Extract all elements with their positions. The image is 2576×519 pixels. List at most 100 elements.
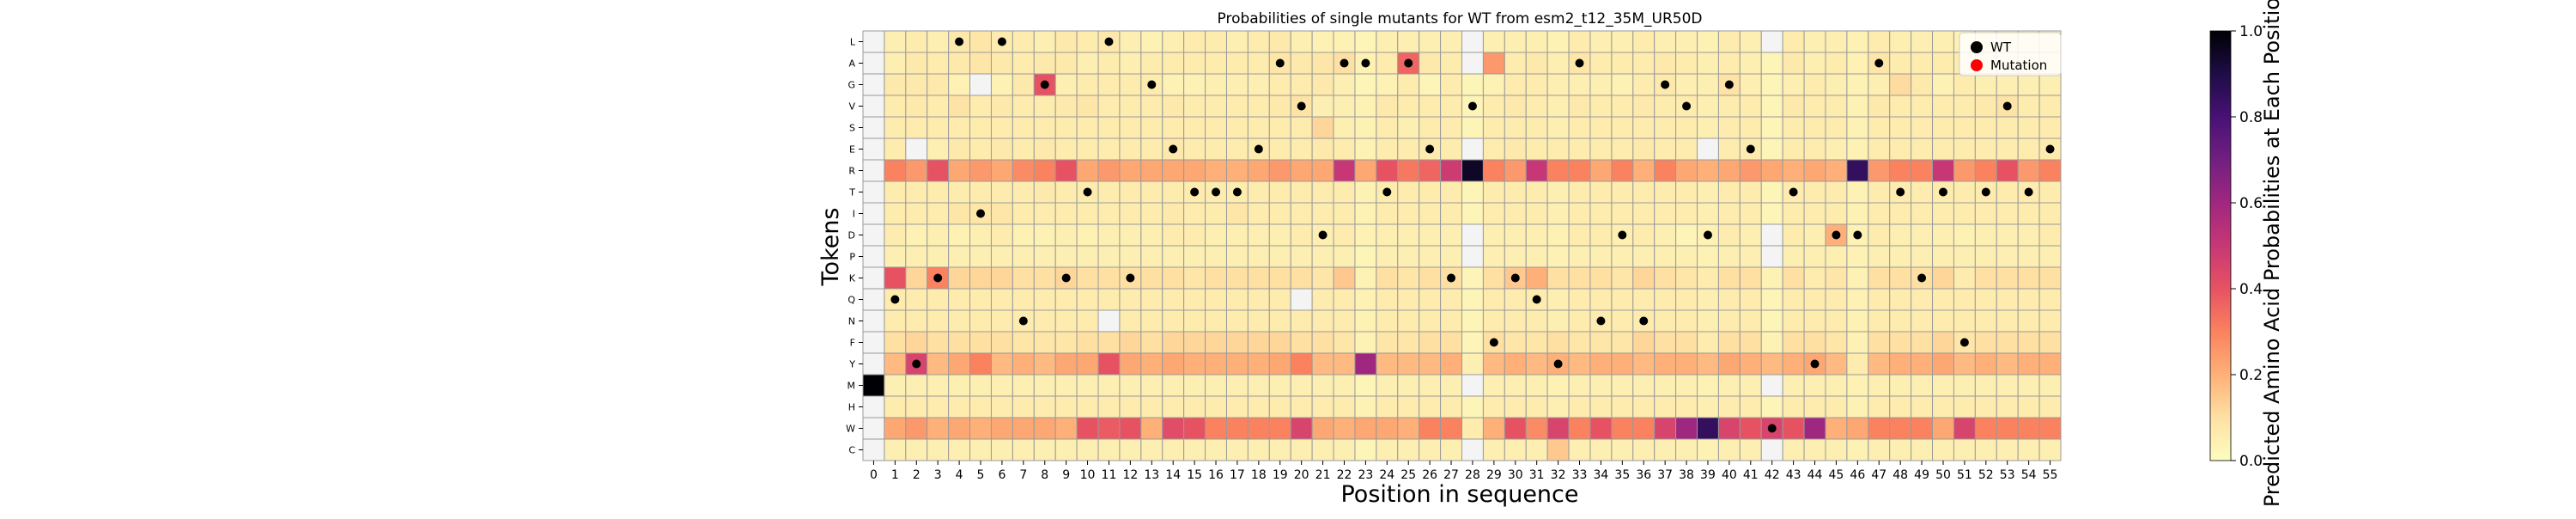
heatmap-cell <box>1932 417 1954 440</box>
heatmap-cell <box>1504 137 1527 161</box>
wt-marker <box>1169 144 1178 154</box>
heatmap-cell <box>948 116 971 139</box>
heatmap-cell <box>1119 180 1142 204</box>
heatmap-cell <box>1739 352 1762 376</box>
heatmap-cell <box>884 223 907 247</box>
legend: WT Mutation <box>1959 32 2062 76</box>
heatmap-cell <box>1419 159 1442 182</box>
heatmap-cell <box>1504 331 1527 354</box>
y-tick-label: Q <box>848 295 855 306</box>
heatmap-cell <box>884 374 907 397</box>
heatmap-cell <box>1033 438 1056 461</box>
heatmap-cell <box>1183 331 1206 354</box>
heatmap-cell <box>1717 30 1741 53</box>
heatmap-cell <box>1611 309 1634 333</box>
heatmap-cell <box>1739 73 1762 96</box>
x-tick-label: 11 <box>1102 468 1117 482</box>
heatmap-cell <box>1140 266 1163 290</box>
heatmap-cell <box>1225 202 1249 225</box>
heatmap-cell <box>1504 116 1527 139</box>
wt-marker <box>1040 80 1049 89</box>
heatmap-cell <box>2017 417 2040 440</box>
x-tick-label: 21 <box>1315 468 1331 482</box>
heatmap-cell <box>1825 331 1848 354</box>
heatmap-cell <box>1868 245 1891 268</box>
heatmap-cell <box>948 73 971 96</box>
heatmap-cell <box>1162 159 1185 182</box>
heatmap-cell <box>1697 52 1719 75</box>
heatmap-cell <box>969 116 992 139</box>
heatmap-cell <box>1760 266 1783 290</box>
heatmap-cell <box>1440 95 1462 118</box>
heatmap-cell <box>1654 331 1677 354</box>
heatmap-cell <box>1889 202 1912 225</box>
heatmap-cell <box>948 288 971 311</box>
y-tick-label: M <box>848 381 856 392</box>
wt-marker <box>1596 316 1606 326</box>
heatmap-cell <box>1440 73 1462 96</box>
heatmap-cell <box>1376 223 1399 247</box>
heatmap-cell <box>1482 438 1505 461</box>
heatmap-cell <box>1290 52 1313 75</box>
heatmap-cell <box>1803 73 1826 96</box>
heatmap-cell <box>948 309 971 333</box>
heatmap-cell <box>1611 202 1634 225</box>
heatmap-cell <box>1119 223 1142 247</box>
heatmap-cell <box>1376 137 1399 161</box>
heatmap-cell <box>1911 417 1934 440</box>
heatmap-cell <box>1953 159 1976 182</box>
heatmap-cell <box>990 202 1013 225</box>
heatmap-cell <box>1054 309 1078 333</box>
heatmap-cell <box>1996 266 2019 290</box>
x-tick-label: 30 <box>1508 468 1523 482</box>
wt-marker <box>1190 187 1200 197</box>
heatmap-cell <box>862 266 885 290</box>
heatmap-cell <box>1162 95 1185 118</box>
heatmap-cell <box>1568 288 1591 311</box>
heatmap-cell <box>1247 202 1270 225</box>
heatmap-cell <box>1119 202 1142 225</box>
heatmap-cell <box>969 30 992 53</box>
heatmap-cell <box>927 30 950 53</box>
wt-marker <box>1232 187 1242 197</box>
heatmap-cell <box>1953 223 1976 247</box>
y-tick-label: N <box>848 316 855 327</box>
heatmap-cell <box>1162 309 1185 333</box>
heatmap-cell <box>1889 95 1912 118</box>
heatmap-cell <box>1717 95 1741 118</box>
heatmap-cell <box>1397 30 1420 53</box>
heatmap-cell <box>1589 52 1613 75</box>
heatmap-cell <box>1825 395 1848 418</box>
heatmap-cell <box>1717 288 1741 311</box>
heatmap-cell <box>1589 159 1613 182</box>
heatmap-cell <box>927 180 950 204</box>
heatmap-cell <box>1546 417 1570 440</box>
heatmap-cell <box>1803 52 1826 75</box>
heatmap-cell <box>1012 202 1035 225</box>
heatmap-cell <box>1889 288 1912 311</box>
heatmap-cell <box>1974 223 1997 247</box>
heatmap-cell <box>1996 438 2019 461</box>
heatmap-cell <box>990 374 1013 397</box>
wt-marker <box>1917 273 1927 283</box>
heatmap-cell <box>1354 116 1377 139</box>
heatmap-cell <box>1889 309 1912 333</box>
heatmap-cell <box>1012 352 1035 376</box>
heatmap-cell <box>1697 159 1719 182</box>
heatmap-cell <box>1611 331 1634 354</box>
heatmap-cell <box>1119 395 1142 418</box>
x-tick-label: 55 <box>2043 468 2058 482</box>
heatmap-cell <box>1097 309 1121 333</box>
heatmap-cell <box>1119 95 1142 118</box>
heatmap-cell <box>1247 116 1270 139</box>
heatmap-cell <box>1739 266 1762 290</box>
x-axis-label: Position in sequence <box>1340 481 1578 508</box>
heatmap-cell <box>1953 73 1976 96</box>
heatmap-cell <box>2038 116 2062 139</box>
heatmap-cell <box>1911 73 1934 96</box>
wt-marker <box>1553 359 1563 369</box>
heatmap-cell <box>1354 30 1377 53</box>
heatmap-cell <box>1397 266 1420 290</box>
heatmap-cell <box>862 95 885 118</box>
heatmap-cell <box>1482 202 1505 225</box>
